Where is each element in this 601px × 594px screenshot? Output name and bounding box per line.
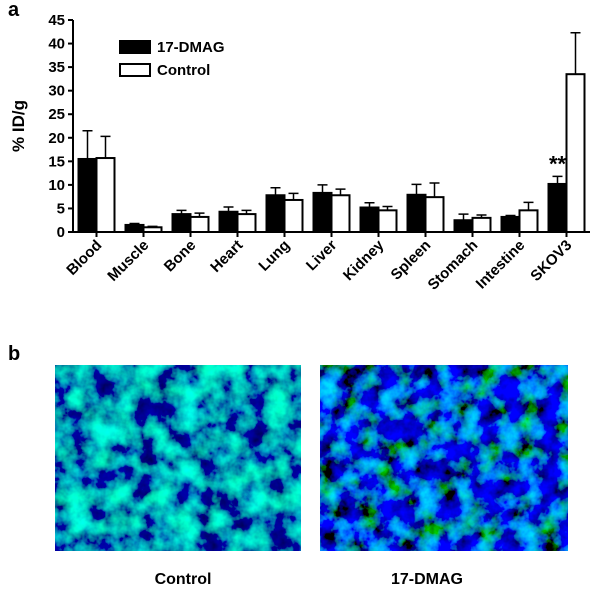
bar [330,194,351,233]
error-bar [382,205,393,211]
bar [547,182,568,234]
x-tick-label: Lung [255,237,293,275]
error-bar [523,201,534,211]
x-tick-label: Blood [63,237,105,279]
y-tick-label: 10 [48,177,65,194]
error-bar [429,182,440,198]
y-tick-label: 25 [48,106,65,123]
legend-label: Control [157,62,210,79]
x-tick-label: Kidney [340,236,388,284]
panel-label: a [8,0,20,21]
bar [424,196,445,233]
error-bar [335,188,346,196]
bar [218,210,239,233]
error-bar [194,212,205,217]
bar [124,223,145,234]
error-bar [176,209,187,215]
y-tick-label: 20 [48,130,65,147]
error-bar [129,222,140,225]
error-bar [147,225,158,228]
error-bar [82,129,93,159]
image-caption: 17-DMAG [391,571,463,588]
bar [95,157,116,233]
y-tick-label: 5 [57,200,65,217]
x-tick-label: Liver [303,237,340,274]
bar [359,206,380,234]
error-bar [241,209,252,215]
x-tick-label: Intestine [473,237,529,293]
error-bar [270,186,281,196]
micrograph-17dmag-stain [320,365,568,551]
legend-swatch [119,40,151,54]
bar [265,194,286,233]
bar [236,213,257,233]
bar [406,193,427,234]
legend-label: 17-DMAG [157,39,225,56]
y-tick-label: 45 [48,12,65,29]
error-bar [288,192,299,200]
y-axis-label: % ID/g [9,100,28,152]
bar [171,213,192,233]
error-bar [505,214,516,217]
bar [565,73,586,233]
x-tick-label: Heart [207,237,246,276]
bar [500,215,521,233]
legend-swatch [119,63,151,77]
bar [142,226,163,234]
error-bar [552,175,563,184]
image-caption: Control [155,571,212,588]
micrograph-control-stain [55,365,301,551]
x-tick-label: Bone [161,237,200,276]
error-bar [364,202,375,208]
bar-chart: 0 5 10 15 20 25 30 35 40 45 % ID/g Blood Muscle Bone H… [9,12,590,294]
panel-label: b [8,343,20,365]
bar [471,216,492,234]
x-tick-label: SKOV3 [527,237,575,285]
bar [453,219,474,234]
x-tick-label: Stomach [425,237,482,294]
x-tick-label: Spleen [388,237,435,284]
error-bar [411,183,422,195]
bar [77,157,98,234]
y-tick-label: 15 [48,153,65,170]
bar [518,209,539,233]
error-bar [476,214,487,218]
bar [312,191,333,234]
error-bar [570,31,581,75]
y-tick-label: 30 [48,83,65,100]
y-tick-label: 35 [48,59,65,76]
x-tick-label: Muscle [104,237,152,285]
error-bar [100,135,111,159]
error-bar [223,206,234,212]
error-bar [317,184,328,193]
y-tick-label: 40 [48,36,65,53]
bar [283,198,304,234]
bar [377,209,398,233]
error-bar [458,213,469,221]
bar [189,215,210,233]
y-tick-label: 0 [57,224,65,241]
significance: ** [549,151,567,176]
